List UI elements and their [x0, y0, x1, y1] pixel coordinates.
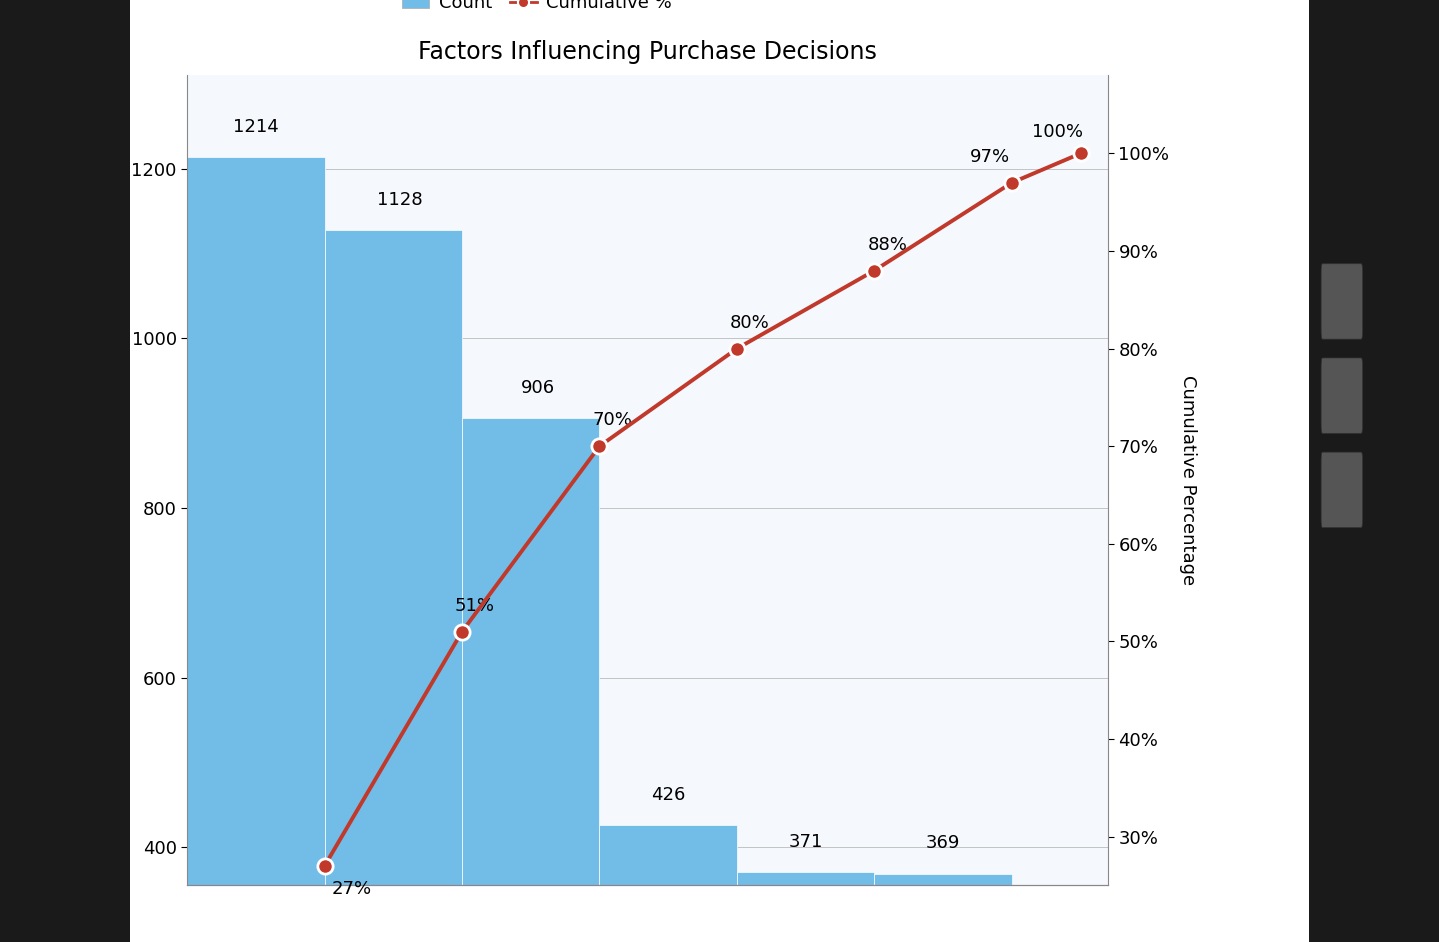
Text: 100%: 100% — [1032, 122, 1084, 140]
Text: 1128: 1128 — [377, 190, 423, 208]
Text: 426: 426 — [650, 786, 685, 804]
Text: 88%: 88% — [868, 236, 907, 253]
FancyBboxPatch shape — [1321, 358, 1363, 433]
Text: 1214: 1214 — [233, 118, 279, 136]
Text: 906: 906 — [521, 379, 554, 397]
Text: 51%: 51% — [455, 597, 495, 615]
Text: 80%: 80% — [730, 314, 770, 332]
Bar — [462, 418, 600, 942]
Text: 27%: 27% — [331, 880, 371, 898]
Text: 97%: 97% — [970, 148, 1010, 166]
FancyBboxPatch shape — [1321, 452, 1363, 528]
Bar — [737, 872, 875, 942]
Text: 70%: 70% — [593, 412, 632, 430]
Bar — [325, 230, 462, 942]
Bar — [875, 873, 1012, 942]
Text: 369: 369 — [925, 835, 960, 853]
Title: Factors Influencing Purchase Decisions: Factors Influencing Purchase Decisions — [419, 40, 876, 64]
FancyBboxPatch shape — [1321, 264, 1363, 339]
Y-axis label: No. of Customers: No. of Customers — [102, 403, 121, 558]
Legend: Count, Cumulative %: Count, Cumulative % — [396, 0, 679, 20]
Bar — [187, 156, 325, 942]
Y-axis label: Cumulative Percentage: Cumulative Percentage — [1179, 375, 1197, 586]
Text: 371: 371 — [789, 833, 823, 851]
Bar — [600, 825, 737, 942]
